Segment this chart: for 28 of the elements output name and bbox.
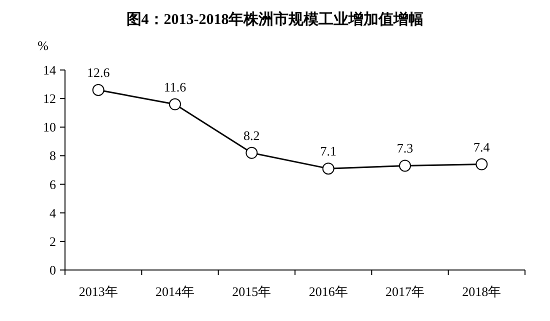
x-tick-label: 2014年 [156,284,194,299]
y-tick-label: 6 [50,176,56,192]
point [322,162,334,175]
y-tick-label: 10 [43,120,56,135]
data-label: 12.6 [86,65,110,80]
x-tick-label: 2017年 [386,284,424,299]
y-tick-label: 4 [50,205,56,220]
point [92,84,104,96]
point [246,146,258,159]
chart-title: 图4：2013-2018年株洲市规模工业增加值增幅 [126,10,424,28]
x-tick-label: 2016年 [308,284,348,299]
data-label: 7.1 [320,144,336,159]
x-tick-label: 2013年 [78,284,118,299]
x-tick-label: 2018年 [462,284,502,299]
y-tick-label: 8 [50,148,56,164]
y-tick-label: 14 [43,62,56,78]
point [399,160,411,172]
point [169,98,181,110]
x-tick-label: 2015年 [232,284,272,299]
data-label: 7.4 [474,139,490,154]
data-label: 8.2 [244,128,260,143]
point [476,158,488,170]
y-tick-label: 0 [50,262,56,278]
y-tick-label: 2 [50,234,56,249]
data-label: 11.6 [164,79,187,94]
data-label: 7.3 [396,140,414,156]
y-axis-title: % [38,38,49,53]
y-tick-label: 12 [43,91,56,106]
